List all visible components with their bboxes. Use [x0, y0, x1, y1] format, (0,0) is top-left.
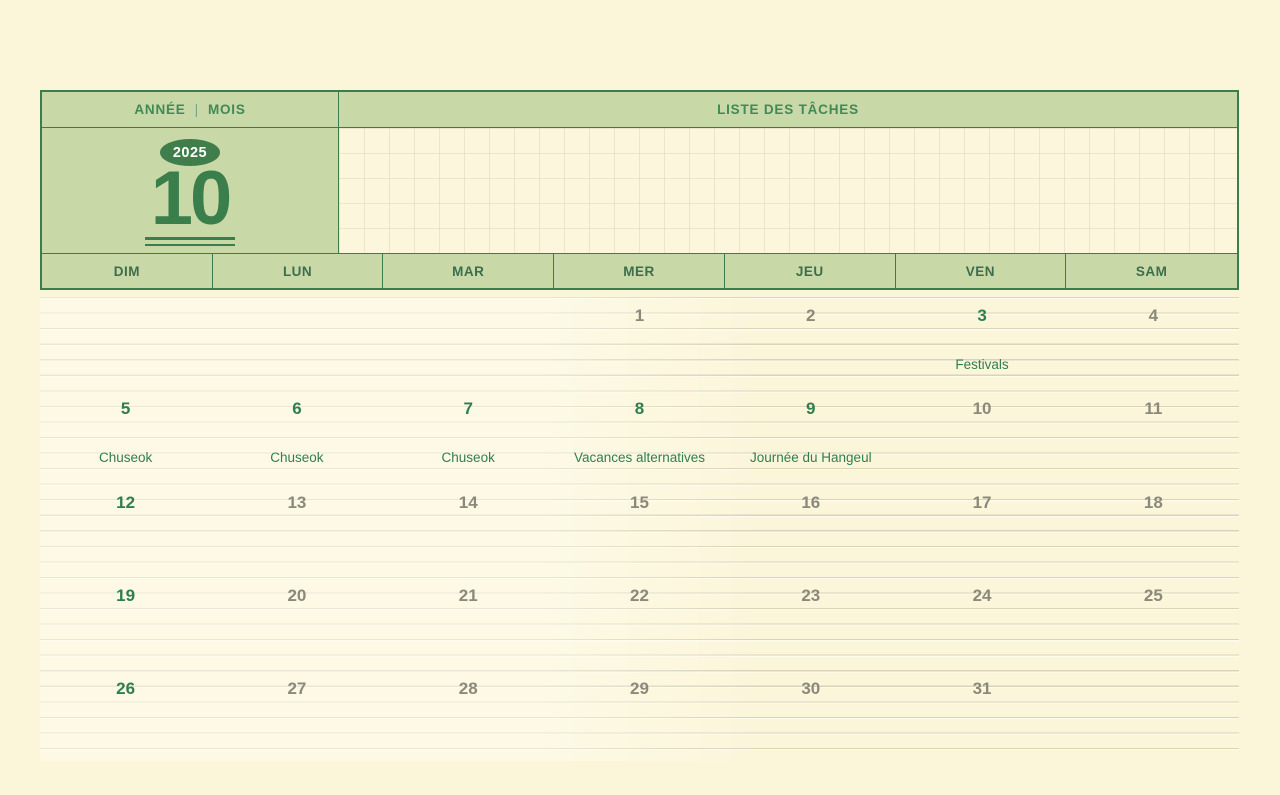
date-number: 30: [801, 679, 821, 699]
weekday-header-mer: MER: [554, 254, 725, 288]
calendar-header-box: ANNÉE | MOIS LISTE DES TÂCHES 2025 10 DI…: [40, 90, 1239, 290]
month-number: 10: [150, 156, 233, 241]
date-number: 22: [630, 585, 649, 605]
date-number: 8: [634, 399, 645, 419]
date-number: 14: [458, 492, 478, 512]
month-underline: [145, 237, 235, 247]
day-cell-20: 20: [211, 577, 382, 670]
event-label: Chuseok: [441, 450, 495, 466]
header-separator: |: [194, 102, 199, 117]
date-number: 11: [1144, 399, 1163, 419]
day-cell-8: 8 Vacances alternatives: [554, 390, 725, 483]
date-number: 28: [458, 679, 478, 699]
day-cell-21: 21: [383, 577, 554, 670]
day-cell-11: 11: [1068, 390, 1239, 483]
weekday-header-dim: DIM: [42, 254, 213, 288]
date-number: 31: [972, 679, 992, 699]
day-cell-9: 9 Journée du Hangeul: [725, 390, 896, 483]
day-cell-22: 22: [554, 577, 725, 670]
date-number: 18: [1143, 492, 1163, 512]
day-cell-31: 31: [896, 670, 1067, 763]
day-cell-14: 14: [383, 484, 554, 577]
weekday-header-mar: MAR: [383, 254, 555, 288]
date-number: 5: [120, 399, 131, 419]
weekday-header-jeu: JEU: [725, 254, 896, 288]
date-number: 6: [292, 399, 302, 419]
ruled-paper-area: [40, 297, 1239, 761]
weekday-header-ven: VEN: [896, 254, 1067, 288]
day-cell-16: 16: [725, 484, 896, 577]
day-cell-18: 18: [1068, 484, 1239, 577]
day-cell-empty: [40, 297, 211, 390]
date-number: 4: [1148, 306, 1159, 325]
event-label: Chuseok: [270, 450, 324, 466]
header-title-row: ANNÉE | MOIS LISTE DES TÂCHES: [42, 92, 1237, 128]
event-label: Festivals: [955, 357, 1009, 372]
day-cell-26: 26: [40, 670, 211, 763]
day-cell-28: 28: [383, 670, 554, 763]
date-number: 16: [801, 492, 821, 512]
day-cell-2: 2: [725, 297, 896, 390]
day-cell-17: 17: [896, 484, 1067, 577]
day-cell-29: 29: [554, 670, 725, 763]
weekday-header-sam: SAM: [1135, 263, 1168, 279]
day-cell-10: 10: [896, 390, 1067, 483]
todo-list-header: LISTE DES TÂCHES: [339, 92, 1237, 127]
day-cell-empty: [1068, 670, 1239, 763]
date-number: 21: [458, 585, 478, 605]
day-cell-1: 1: [554, 297, 725, 390]
day-cell-19: 19: [40, 577, 211, 670]
header-content-row: 2025 10: [42, 128, 1237, 254]
date-number: 7: [463, 399, 473, 419]
day-cell-15: 15: [554, 484, 725, 577]
date-number: 10: [972, 399, 992, 419]
day-cell-7: 7 Chuseok: [383, 390, 554, 483]
event-label: Journée du Hangeul: [749, 450, 872, 466]
day-cell-13: 13: [211, 484, 382, 577]
date-number: 2: [806, 306, 816, 325]
year-badge: 2025: [159, 139, 221, 166]
day-cell-5: 5 Chuseok: [40, 390, 211, 483]
event-label: Chuseok: [98, 450, 153, 466]
calendar-grid: 1 2 3 Festivals 4 5 Chuseok 6 Chuseok 7 Chuseok 8 Va…: [40, 297, 1239, 763]
date-number: 15: [630, 492, 649, 512]
month-label: MOIS: [207, 102, 246, 117]
date-number: 29: [630, 679, 649, 699]
day-cell-empty: [383, 297, 554, 390]
date-number: 19: [116, 585, 136, 605]
date-number: 23: [801, 585, 821, 605]
day-cell-6: 6 Chuseok: [211, 390, 382, 483]
date-number: 3: [977, 306, 987, 325]
date-number: 25: [1143, 585, 1163, 605]
day-cell-30: 30: [725, 670, 896, 763]
year-month-header: ANNÉE | MOIS: [42, 92, 339, 127]
date-number: 24: [972, 585, 992, 605]
year-label: ANNÉE: [134, 102, 186, 117]
day-cell-3: 3 Festivals: [896, 297, 1067, 390]
event-label: Vacances alternatives: [573, 450, 706, 466]
weekday-header-row: DIM LUN MAR MER JEU VEN SAM: [42, 254, 1237, 288]
date-number: 17: [972, 492, 992, 512]
date-number: 20: [287, 585, 307, 605]
date-number: 1: [634, 306, 645, 325]
day-cell-12: 12: [40, 484, 211, 577]
date-number: 12: [116, 492, 136, 512]
day-cell-25: 25: [1068, 577, 1239, 670]
day-cell-empty: [211, 297, 382, 390]
date-number: 26: [116, 679, 136, 699]
todo-list-title: LISTE DES TÂCHES: [717, 102, 859, 117]
weekday-header-lun: LUN: [213, 254, 384, 288]
todo-list-area: [339, 128, 1237, 253]
date-number: 9: [806, 399, 816, 419]
day-cell-4: 4: [1068, 297, 1239, 390]
date-number: 13: [287, 492, 307, 512]
day-cell-23: 23: [725, 577, 896, 670]
day-cell-27: 27: [211, 670, 382, 763]
date-number: 27: [287, 679, 307, 699]
month-block: 2025 10: [42, 128, 339, 253]
day-cell-24: 24: [896, 577, 1067, 670]
